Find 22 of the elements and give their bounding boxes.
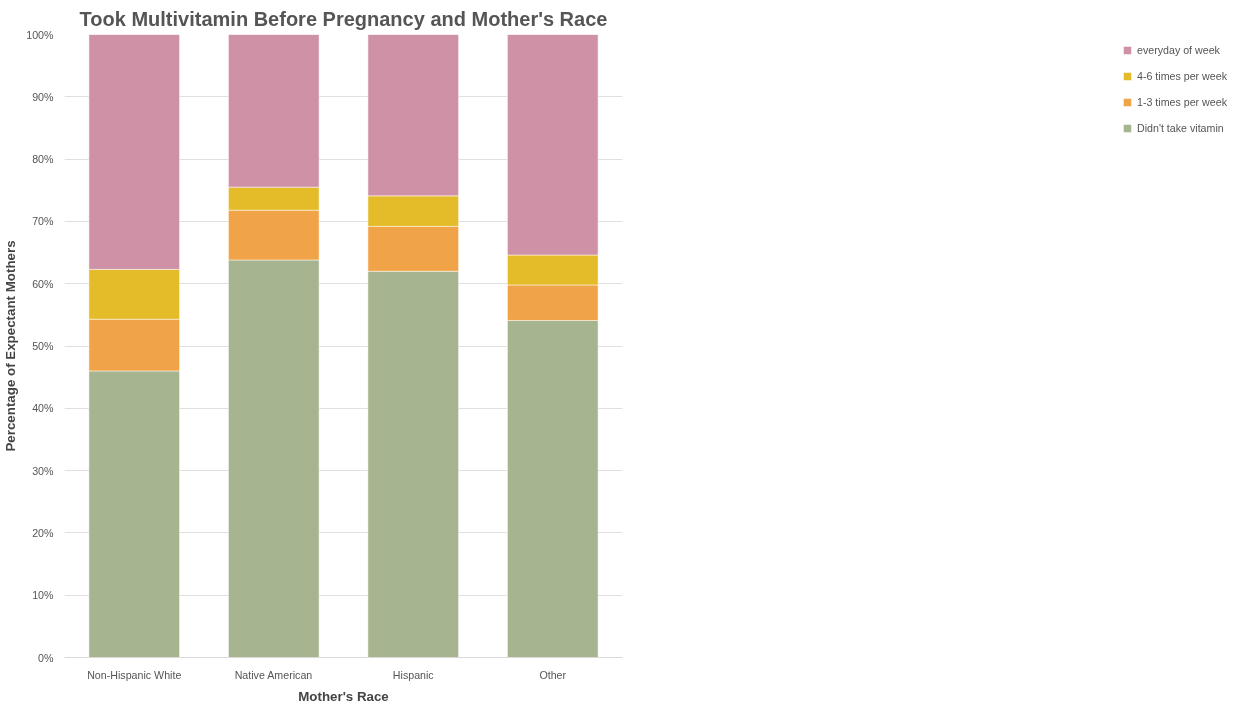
y-tick-label: 90% bbox=[32, 90, 55, 103]
x-tick-label: Hispanic bbox=[392, 668, 435, 681]
y-tick-label: 0% bbox=[38, 651, 55, 664]
x-tick-label: Native American bbox=[234, 668, 313, 681]
y-axis-title: Percentage of Expectant Mothers bbox=[3, 240, 19, 452]
legend-label: 4-6 times per week bbox=[1136, 70, 1227, 82]
y-tick-label: 20% bbox=[32, 526, 55, 539]
legend-label: everyday of week bbox=[1136, 44, 1220, 56]
y-tick-label: 80% bbox=[32, 153, 55, 166]
y-tick-label: 50% bbox=[32, 340, 55, 352]
y-tick-label: 40% bbox=[32, 402, 55, 415]
x-axis-title: Mother's Race bbox=[298, 688, 389, 704]
chart-title: Took Multivitamin Before Pregnancy and Mother's Race bbox=[79, 7, 608, 30]
y-tick-label: 60% bbox=[32, 277, 55, 290]
x-tick-label: Non-Hispanic White bbox=[87, 668, 182, 681]
legend-label: 1-3 times per week bbox=[1136, 96, 1227, 108]
y-tick-label: 70% bbox=[32, 215, 55, 228]
y-tick-label: 10% bbox=[32, 589, 55, 602]
x-tick-label: Other bbox=[539, 668, 567, 681]
y-tick-label: 30% bbox=[32, 464, 55, 477]
y-tick-label: 100% bbox=[26, 28, 55, 41]
legend-label: Didn't take vitamin bbox=[1136, 122, 1224, 134]
